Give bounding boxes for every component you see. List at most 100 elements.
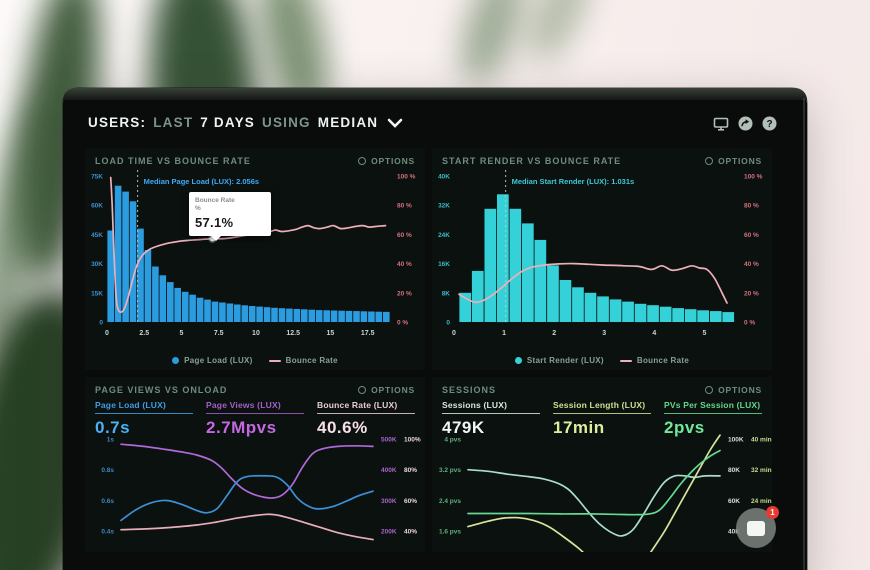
metric-label: PVs Per Session (LUX) <box>664 400 761 410</box>
svg-text:80%: 80% <box>404 467 417 474</box>
panel-page-views: PAGE VIEWS VS ONLOAD OPTIONS Page Load (… <box>85 377 425 552</box>
start-render-chart[interactable]: 40K 32K 24K 16K 8K 0 100 % 80 % 60 % 40 % 20 % 0 % 0… <box>432 166 772 362</box>
svg-text:2: 2 <box>552 330 556 337</box>
metric-rule <box>664 413 762 414</box>
svg-text:60 %: 60 % <box>397 232 412 239</box>
svg-text:0.4s: 0.4s <box>101 529 114 536</box>
svg-text:?: ? <box>766 119 772 130</box>
svg-text:500K: 500K <box>381 437 397 444</box>
svg-text:45K: 45K <box>91 232 103 239</box>
plant-leaf <box>517 0 601 69</box>
tooltip-value: 57.1% <box>195 215 234 231</box>
svg-text:40 min: 40 min <box>751 437 772 444</box>
svg-text:5: 5 <box>180 330 184 337</box>
metric-value: 17min <box>553 418 605 437</box>
metric-label: Sessions (LUX) <box>442 400 508 410</box>
metrics-row: Sessions (LUX) 479K Session Length (LUX)… <box>432 395 772 438</box>
svg-text:0.8s: 0.8s <box>101 467 114 474</box>
gear-icon <box>705 156 714 165</box>
chat-icon <box>747 520 765 536</box>
svg-text:4 pvs: 4 pvs <box>444 437 461 444</box>
share-icon[interactable] <box>738 116 753 131</box>
svg-text:40%: 40% <box>404 529 417 536</box>
svg-text:1.6 pvs: 1.6 pvs <box>439 529 461 536</box>
svg-text:40 %: 40 % <box>744 261 759 268</box>
panel-title: START RENDER VS BOUNCE RATE <box>442 155 622 166</box>
chat-widget[interactable]: 1 <box>736 506 779 548</box>
svg-text:5: 5 <box>702 330 706 337</box>
chevron-down-icon[interactable] <box>387 118 403 128</box>
sessions-chart[interactable]: 4 pvs 100K 40 min 3.2 pvs 80K 32 min 2.4 pvs 60… <box>432 433 772 552</box>
metric-value: 40.6% <box>317 418 368 437</box>
display-icon[interactable] <box>713 117 729 131</box>
gear-icon <box>358 385 367 394</box>
svg-text:80 %: 80 % <box>397 203 412 210</box>
metric-pvs-per-session: PVs Per Session (LUX) 2pvs <box>664 400 762 438</box>
title-median: MEDIAN <box>317 115 379 130</box>
svg-text:40K: 40K <box>728 529 740 536</box>
svg-text:1s: 1s <box>107 437 115 444</box>
title-7days: 7 DAYS <box>200 115 255 130</box>
panel-load-time: LOAD TIME VS BOUNCE RATE OPTIONS 75K 60K 4… <box>85 148 425 370</box>
svg-text:24K: 24K <box>438 232 450 239</box>
svg-text:24 min: 24 min <box>751 498 772 505</box>
svg-text:0: 0 <box>452 330 456 337</box>
metric-value: 2.7Mpvs <box>206 418 277 437</box>
dashboard-grid: LOAD TIME VS BOUNCE RATE OPTIONS 75K 60K 4… <box>85 148 772 552</box>
gear-icon <box>705 385 714 394</box>
page-views-chart[interactable]: 1s 500K 100% 0.8s 400K 80% 0.6s 300K 60% 0.4s 200K… <box>85 433 425 552</box>
svg-text:32K: 32K <box>438 203 450 210</box>
svg-text:100 %: 100 % <box>397 174 416 181</box>
options-button[interactable]: OPTIONS <box>705 385 762 395</box>
help-icon[interactable]: ? <box>762 116 777 131</box>
svg-text:Median Page Load (LUX): 2.056s: Median Page Load (LUX): 2.056s <box>144 177 259 186</box>
svg-text:0: 0 <box>99 320 103 327</box>
svg-text:40 %: 40 % <box>397 261 412 268</box>
metric-value: 0.7s <box>95 418 131 437</box>
panel-sessions: SESSIONS OPTIONS Sessions (LUX) 479K Ses… <box>432 377 772 552</box>
svg-text:80 %: 80 % <box>744 203 759 210</box>
header-toolbar: ? <box>713 116 777 131</box>
page-load-swatch <box>172 357 180 364</box>
laptop-screen: USERS: LAST 7 DAYS USING MEDIAN ? LO <box>63 88 807 570</box>
svg-text:3.2 pvs: 3.2 pvs <box>439 467 461 474</box>
svg-text:60K: 60K <box>728 498 740 505</box>
svg-text:20 %: 20 % <box>397 290 412 297</box>
metric-label: Page Load (LUX) <box>95 400 167 410</box>
metric-sessions: Sessions (LUX) 479K <box>442 400 540 438</box>
svg-text:0.6s: 0.6s <box>101 498 114 505</box>
chart-legend: Start Render (LUX) Bounce Rate <box>432 356 772 365</box>
options-button[interactable]: OPTIONS <box>358 385 415 395</box>
svg-text:60K: 60K <box>91 203 103 210</box>
svg-text:15K: 15K <box>91 290 103 297</box>
panel-title: SESSIONS <box>442 384 497 395</box>
svg-text:3: 3 <box>602 330 606 337</box>
svg-text:10: 10 <box>252 330 260 337</box>
svg-text:60 %: 60 % <box>744 232 759 239</box>
svg-text:40K: 40K <box>438 174 450 181</box>
plant-leaf <box>450 0 534 90</box>
options-button[interactable]: OPTIONS <box>358 156 415 166</box>
start-render-swatch <box>514 357 522 364</box>
metric-label: Page Views (LUX) <box>206 400 281 410</box>
metric-page-load: Page Load (LUX) 0.7s <box>95 400 193 438</box>
legend-label: Bounce Rate <box>636 356 690 365</box>
chart-legend: Page Load (LUX) Bounce Rate <box>85 356 425 365</box>
tooltip-label: Bounce Rate <box>195 197 235 204</box>
legend-label: Bounce Rate <box>285 356 338 365</box>
svg-text:100%: 100% <box>404 437 421 444</box>
svg-text:100 %: 100 % <box>744 174 763 181</box>
legend-label: Page Load (LUX) <box>184 356 253 365</box>
chat-notification-badge: 1 <box>766 506 779 519</box>
metric-rule <box>317 413 415 414</box>
svg-text:2.5: 2.5 <box>139 330 149 337</box>
svg-text:0 %: 0 % <box>744 320 755 327</box>
svg-text:1: 1 <box>502 330 506 337</box>
svg-text:80K: 80K <box>728 467 740 474</box>
legend-label: Start Render (LUX) <box>526 356 604 365</box>
svg-text:0: 0 <box>105 330 109 337</box>
options-button[interactable]: OPTIONS <box>705 156 762 166</box>
panel-start-render: START RENDER VS BOUNCE RATE OPTIONS 40K 3… <box>432 148 772 370</box>
